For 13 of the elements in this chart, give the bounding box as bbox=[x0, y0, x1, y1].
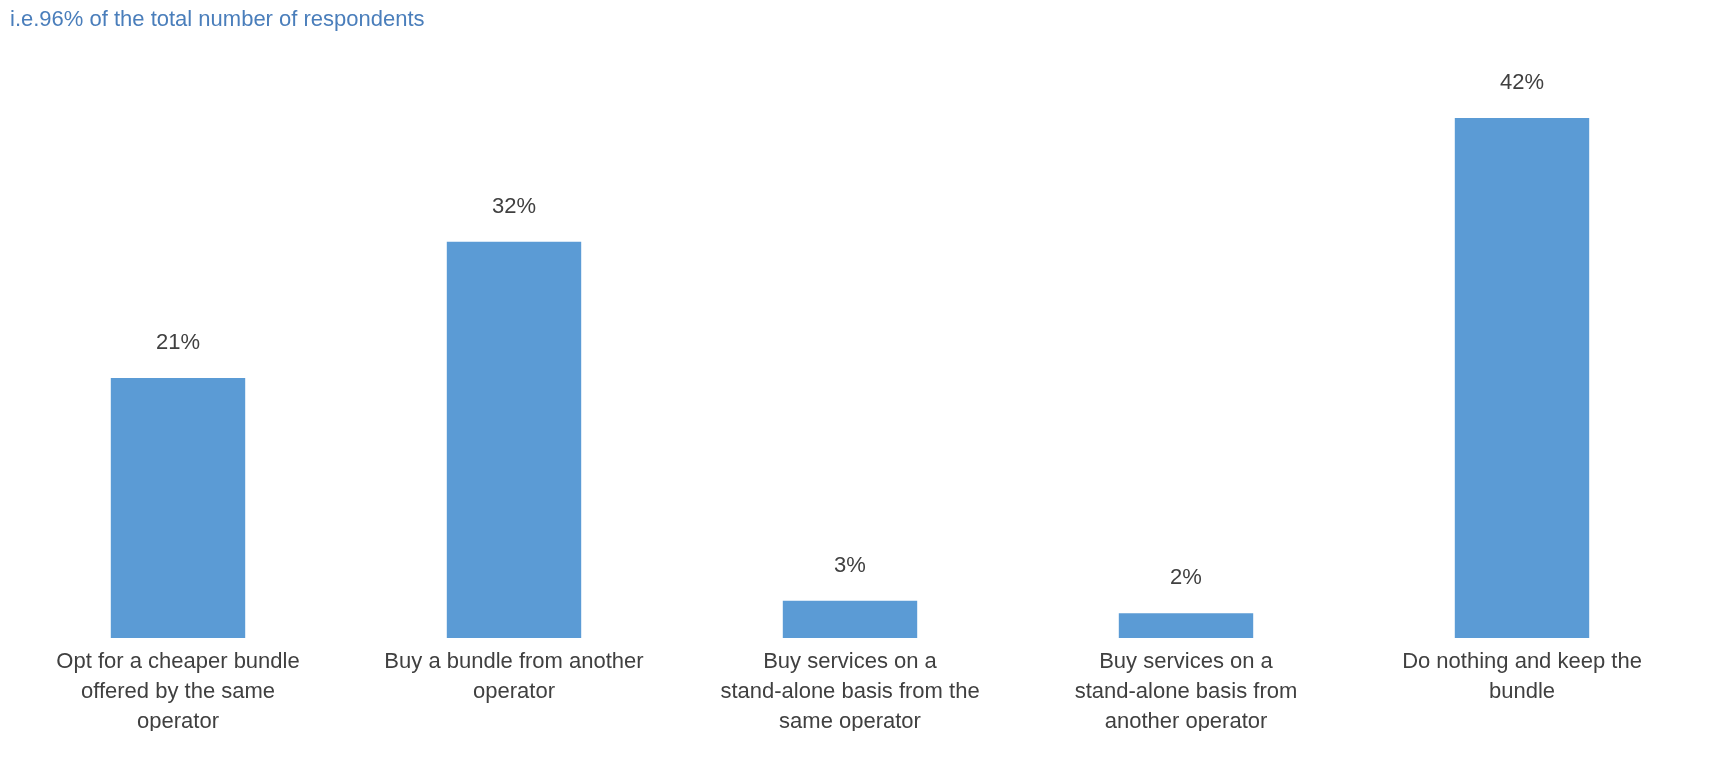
bar bbox=[110, 378, 246, 638]
bar bbox=[782, 600, 918, 638]
bar bbox=[446, 241, 582, 638]
bar bbox=[1118, 613, 1254, 638]
data-label: 2% bbox=[1170, 564, 1202, 590]
data-label: 42% bbox=[1499, 69, 1545, 94]
chart-title: i.e.96% of the total number of respondents bbox=[10, 6, 425, 31]
data-label: 32% bbox=[491, 192, 537, 218]
data-label: 21% bbox=[155, 329, 201, 354]
data-label: 3% bbox=[834, 551, 866, 577]
bar bbox=[1454, 118, 1590, 638]
x-tick-label: Do nothing and keep the bundle bbox=[1402, 647, 1642, 703]
x-tick-label: Buy a bundle from another operator bbox=[384, 647, 644, 703]
